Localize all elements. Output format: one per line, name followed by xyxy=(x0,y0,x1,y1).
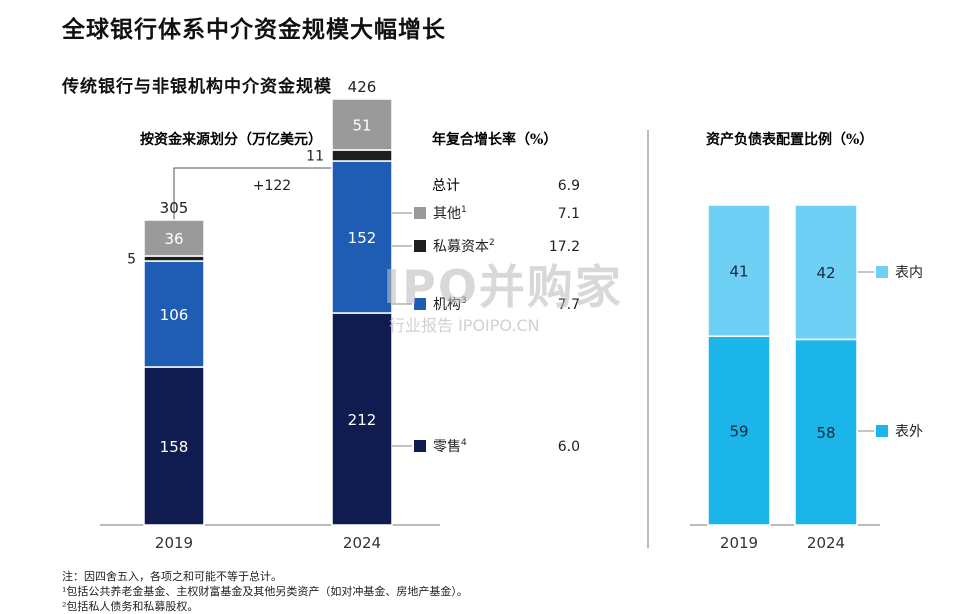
legend-label-0: 零售4 xyxy=(433,438,467,455)
bar-label-2024-1: 152 xyxy=(348,229,377,247)
footnotes: 注：因四舍五入，各项之和可能不等于总计。 ¹包括公共养老金基金、主权财富基金及其… xyxy=(62,569,468,614)
legend-cagr-1: 7.7 xyxy=(558,297,580,313)
bar-label-2019-0: 158 xyxy=(160,438,189,456)
pct-x-tick-label-2024: 2024 xyxy=(807,534,845,552)
growth-label: +122 xyxy=(253,178,291,194)
pct-bar-label-2024-0: 58 xyxy=(816,424,835,442)
legend-swatch-1 xyxy=(414,298,426,310)
left-legend: 零售4 6.0 机构3 7.7 私募资本2 17.2 其他1 7.1 xyxy=(392,205,580,455)
bar-segment-2019-3 xyxy=(143,219,205,257)
right-panel-label: 资产负债表配置比例（%） xyxy=(706,131,873,148)
pct-bar-label-2019-0: 59 xyxy=(729,423,748,441)
bar-label-2024-3: 51 xyxy=(352,117,371,135)
bar-segment-2024-0 xyxy=(331,312,393,526)
pct-bar-segment-2019-1 xyxy=(707,204,771,337)
total-label: 总计 xyxy=(432,178,460,194)
pct-x-tick-label-2019: 2019 xyxy=(720,534,758,552)
pct-bar-label-2019-1: 41 xyxy=(729,263,748,281)
pct-bar-segment-2024-0 xyxy=(794,338,858,526)
pct-legend-swatch-0 xyxy=(876,425,888,437)
legend-swatch-2 xyxy=(414,240,426,252)
total-cagr: 6.9 xyxy=(558,178,580,194)
left-panel-label: 按资金来源划分（万亿美元） xyxy=(140,131,322,148)
note-line: ¹包括公共养老金基金、主权财富基金及其他另类资产（如对冲基金、房地产基金）。 xyxy=(62,585,468,598)
x-tick-label-2024: 2024 xyxy=(343,534,381,552)
bar-segment-2024-3 xyxy=(331,98,393,151)
cagr-header: 年复合增长率（%） xyxy=(432,131,557,148)
pct-bar-segment-2019-0 xyxy=(707,335,771,526)
bar-label-2024-2: 11 xyxy=(306,149,324,165)
legend-cagr-2: 17.2 xyxy=(549,239,580,255)
right-bars: 59 41 2019 58 42 2024 xyxy=(707,204,858,552)
note-line: 注：因四舍五入，各项之和可能不等于总计。 xyxy=(62,570,282,583)
legend-swatch-3 xyxy=(414,207,426,219)
x-tick-label-2019: 2019 xyxy=(155,534,193,552)
bar-total-2019: 305 xyxy=(160,199,189,217)
bar-segment-2019-1 xyxy=(143,260,205,368)
legend-label-3: 其他1 xyxy=(433,205,467,222)
note-line: ²包括私人债务和私募股权。 xyxy=(62,600,199,613)
pct-legend-swatch-1 xyxy=(876,266,888,278)
bar-label-2019-1: 106 xyxy=(160,306,189,324)
chart-subtitle: 传统银行与非银机构中介资金规模 xyxy=(62,77,332,97)
bar-label-2024-0: 212 xyxy=(348,411,377,429)
bar-label-2019-2: 5 xyxy=(127,252,136,268)
legend-label-1: 机构3 xyxy=(433,296,467,313)
bar-segment-2024-2 xyxy=(331,149,393,162)
pct-legend-label-0: 表外 xyxy=(895,424,923,440)
legend-cagr-0: 6.0 xyxy=(558,439,580,455)
legend-swatch-0 xyxy=(414,440,426,452)
legend-label-2: 私募资本2 xyxy=(433,238,495,255)
bar-label-2019-3: 36 xyxy=(164,230,183,248)
page-title: 全球银行体系中介资金规模大幅增长 xyxy=(62,16,446,43)
bar-segment-2024-1 xyxy=(331,160,393,314)
pct-bar-label-2024-1: 42 xyxy=(816,264,835,282)
legend-cagr-3: 7.1 xyxy=(558,206,580,222)
bar-total-2024: 426 xyxy=(348,78,377,96)
left-bars: 158 106 5 36 305 2019 212 152 11 51 426 2024 xyxy=(127,78,393,552)
pct-bar-segment-2024-1 xyxy=(794,204,858,341)
pct-legend-label-1: 表内 xyxy=(895,265,923,281)
